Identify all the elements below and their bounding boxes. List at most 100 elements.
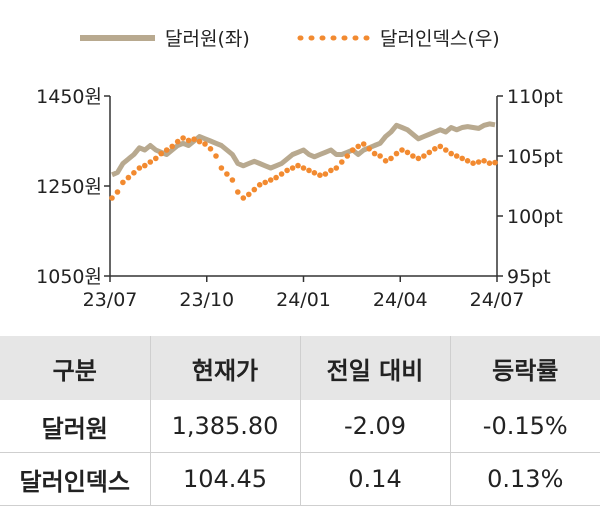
series-point-dxy bbox=[191, 136, 197, 142]
series-point-dxy bbox=[289, 165, 296, 171]
series-point-dxy bbox=[147, 159, 154, 165]
series-point-dxy bbox=[355, 143, 362, 150]
series-point-dxy bbox=[453, 153, 460, 159]
series-point-dxy bbox=[125, 174, 132, 181]
series-point-dxy bbox=[229, 177, 236, 183]
series-point-dxy bbox=[360, 141, 367, 147]
series-point-dxy bbox=[174, 138, 181, 145]
row-price: 1,385.80 bbox=[149, 400, 300, 453]
row-name: 달러원 bbox=[0, 400, 150, 453]
series-point-dxy bbox=[131, 170, 137, 176]
series-point-dxy bbox=[202, 141, 208, 147]
series-point-dxy bbox=[251, 186, 258, 193]
series-point-dxy bbox=[235, 189, 241, 195]
legend-label-usdkrw: 달러원(좌) bbox=[165, 28, 250, 50]
series-point-dxy bbox=[163, 147, 170, 153]
x-tick-label: 23/10 bbox=[179, 289, 234, 311]
left-tick-label: 1250원 bbox=[36, 176, 102, 198]
right-tick-label: 95pt bbox=[507, 266, 551, 288]
series-point-dxy bbox=[158, 150, 164, 157]
series-point-dxy bbox=[256, 182, 263, 188]
series-point-dxy bbox=[443, 147, 449, 153]
series-point-dxy bbox=[224, 171, 230, 177]
series-point-dxy bbox=[142, 162, 148, 169]
table-header-row: 구분 현재가 전일 대비 등락률 bbox=[0, 336, 600, 400]
header-change: 전일 대비 bbox=[299, 336, 450, 400]
row-name: 달러인덱스 bbox=[0, 452, 150, 506]
series-point-dxy bbox=[393, 150, 400, 157]
quote-table: 구분 현재가 전일 대비 등락률 달러원 1,385.80 -2.09 -0.1… bbox=[0, 336, 600, 506]
x-tick-label: 24/04 bbox=[373, 289, 428, 311]
series-point-dxy bbox=[136, 165, 143, 171]
series-point-dxy bbox=[267, 177, 274, 183]
series-point-dxy bbox=[333, 165, 340, 171]
left-tick-label: 1050원 bbox=[36, 266, 102, 288]
chart-legend: 달러원(좌) 달러인덱스(우) bbox=[80, 28, 500, 50]
series-point-dxy bbox=[196, 138, 203, 145]
series-point-dxy bbox=[371, 150, 378, 157]
series-point-dxy bbox=[246, 191, 252, 198]
series-point-dxy bbox=[153, 155, 159, 162]
series-point-dxy bbox=[306, 167, 312, 174]
series-point-dxy bbox=[328, 167, 334, 174]
series-point-dxy bbox=[218, 165, 225, 171]
chart-tick-labels: 1450원 1250원 1050원 110pt 105pt 100pt 95pt 23/07 2… bbox=[36, 86, 563, 311]
right-tick-label: 110pt bbox=[507, 86, 563, 108]
row-change-rate: 0.13% bbox=[449, 452, 600, 506]
x-tick-label: 24/07 bbox=[470, 289, 525, 311]
x-tick-label: 24/01 bbox=[276, 289, 331, 311]
series-point-dxy bbox=[481, 158, 487, 164]
series-point-dxy bbox=[349, 147, 356, 153]
row-change-rate: -0.15% bbox=[449, 400, 600, 453]
series-point-dxy bbox=[366, 146, 373, 152]
series-point-dxy bbox=[382, 158, 389, 164]
series-point-dxy bbox=[437, 143, 444, 150]
series-point-dxy bbox=[284, 167, 290, 174]
row-change: 0.14 bbox=[299, 452, 450, 506]
series-point-dxy bbox=[322, 171, 329, 177]
legend-label-dxy: 달러인덱스(우) bbox=[380, 28, 500, 50]
row-price: 104.45 bbox=[149, 452, 300, 506]
series-point-dxy bbox=[475, 159, 482, 165]
series-point-dxy bbox=[120, 179, 126, 186]
series-point-dxy bbox=[311, 170, 318, 176]
quote-table-wrap: 구분 현재가 전일 대비 등락률 달러원 1,385.80 -2.09 -0.1… bbox=[0, 336, 600, 506]
series-point-dxy bbox=[278, 171, 285, 177]
series-point-dxy bbox=[109, 195, 115, 201]
chart-series bbox=[109, 121, 498, 201]
series-point-dxy bbox=[432, 146, 438, 152]
table-row: 달러인덱스 104.45 0.14 0.13% bbox=[0, 452, 600, 506]
series-point-dxy bbox=[459, 155, 466, 162]
series-point-dxy bbox=[317, 172, 323, 178]
series-point-dxy bbox=[470, 160, 476, 166]
series-point-dxy bbox=[492, 159, 498, 166]
series-point-dxy bbox=[377, 153, 383, 159]
table-row: 달러원 1,385.80 -2.09 -0.15% bbox=[0, 400, 600, 453]
series-point-dxy bbox=[415, 155, 422, 162]
header-price: 현재가 bbox=[149, 336, 300, 400]
series-point-dxy bbox=[404, 149, 411, 156]
series-point-dxy bbox=[344, 153, 351, 159]
series-point-dxy bbox=[185, 137, 192, 144]
series-point-dxy bbox=[213, 153, 219, 159]
series-point-dxy bbox=[388, 155, 394, 162]
series-point-dxy bbox=[240, 195, 247, 201]
left-tick-label: 1450원 bbox=[36, 86, 102, 108]
series-point-dxy bbox=[180, 135, 186, 141]
right-tick-label: 105pt bbox=[507, 146, 563, 168]
series-point-dxy bbox=[464, 158, 471, 164]
chart-axes bbox=[104, 95, 503, 282]
series-point-dxy bbox=[426, 149, 433, 156]
series-point-dxy bbox=[273, 174, 279, 181]
header-change-rate: 등락률 bbox=[449, 336, 600, 400]
series-point-dxy bbox=[410, 153, 416, 159]
series-line-usdkrw bbox=[111, 121, 496, 178]
series-point-dxy bbox=[399, 147, 405, 153]
series-point-dxy bbox=[207, 146, 214, 152]
row-change: -2.09 bbox=[299, 400, 450, 453]
right-tick-label: 100pt bbox=[507, 206, 563, 228]
series-point-dxy bbox=[295, 162, 301, 169]
series-point-dxy bbox=[448, 150, 455, 157]
series-point-dxy bbox=[300, 165, 307, 171]
series-point-dxy bbox=[339, 159, 345, 165]
